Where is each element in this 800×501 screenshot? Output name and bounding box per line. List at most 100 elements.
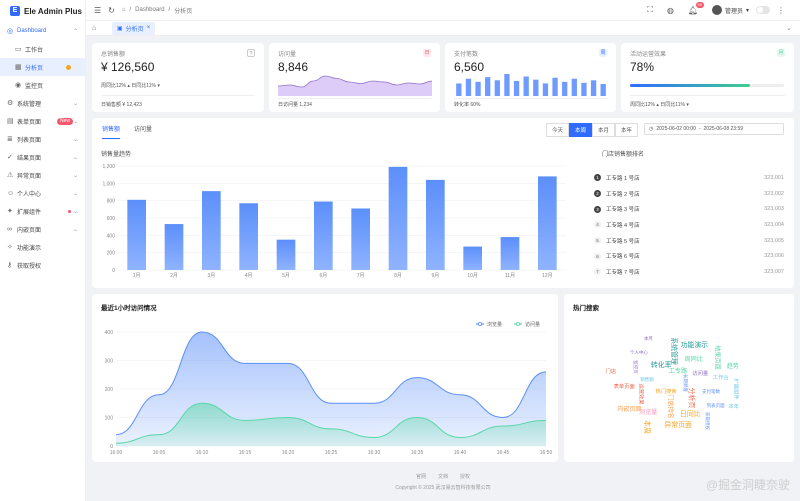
tab-label: 分析页	[125, 26, 144, 33]
sidebar-item-9[interactable]: ☺ 个人中心 ⌄	[0, 184, 85, 202]
sidebar-item-3[interactable]: ◉ 监控页	[0, 76, 85, 94]
cloud-word[interactable]: 分析页	[686, 387, 694, 409]
chevron-down-icon: ⌄	[72, 154, 78, 161]
sidebar-item-1[interactable]: ▭ 工作台	[0, 40, 85, 58]
analysis-icon: ▦	[15, 64, 22, 71]
bar-11月	[500, 237, 520, 270]
bell-icon[interactable]: 🔔︎ 99	[687, 1, 704, 15]
camera-icon: ◉	[15, 82, 22, 89]
sparkline-area	[278, 76, 432, 96]
stat-value: 6,560	[454, 60, 485, 74]
sidebar-item-8[interactable]: ⚠ 异常页面 ⌄	[0, 166, 85, 184]
chevron-down-icon: ⌄	[72, 208, 78, 215]
cloud-word[interactable]: 工作台	[712, 375, 729, 382]
cloud-word[interactable]: 门店	[605, 368, 617, 375]
range-button[interactable]: 本月	[591, 123, 615, 137]
sidebar-item-10[interactable]: ✦ 扩展组件 ⌄	[0, 202, 85, 220]
close-icon[interactable]: ×	[146, 25, 151, 31]
x-tick-label: 16:45	[497, 450, 510, 456]
cloud-word[interactable]: 内嵌页面	[617, 405, 642, 413]
cloud-word[interactable]: 列表页面	[706, 402, 725, 408]
cloud-word[interactable]: 监控页	[632, 360, 638, 375]
cloud-word[interactable]: 运营效果	[637, 383, 644, 405]
home-icon[interactable]: ⌂	[121, 7, 126, 13]
cloud-word[interactable]: 趋势	[726, 363, 739, 371]
cloud-word[interactable]: 本年	[728, 404, 740, 411]
stat-title: 支付笔数	[454, 52, 479, 58]
y-tick-label: 300	[105, 359, 114, 365]
cloud-word[interactable]: 工专路	[668, 368, 688, 376]
cloud-word[interactable]: 访问量	[692, 370, 709, 377]
cloud-word[interactable]: 功能演示	[680, 341, 709, 349]
spark-bar	[485, 77, 491, 96]
cloud-word[interactable]: 支付笔数	[701, 388, 720, 394]
store-name: 工专路 3 号店	[606, 207, 640, 214]
cloud-word[interactable]: 本周	[643, 420, 651, 435]
range-button[interactable]: 今天	[545, 123, 569, 137]
cloud-word[interactable]: 扩展组件	[732, 378, 739, 401]
store-name: 工专路 1 号店	[606, 175, 640, 182]
avatar	[711, 5, 722, 15]
monitor-icon: ▭	[15, 46, 22, 53]
breadcrumb-dashboard[interactable]: Dashboard	[135, 7, 165, 13]
cloud-word[interactable]: 系统管理	[669, 337, 677, 365]
cloud-word[interactable]: 表单页面	[613, 383, 635, 390]
chevron-down-icon: ⌄	[72, 136, 78, 143]
cloud-word[interactable]: 浏览量	[639, 409, 658, 417]
sidebar-item-5[interactable]: ▤ 表单页面 New ⌄	[0, 112, 85, 130]
refresh-icon[interactable]: ↻	[108, 5, 115, 15]
x-tick-label: 12月	[542, 273, 553, 279]
footer-link-license[interactable]: 授权	[460, 474, 471, 480]
range-button[interactable]: 本周	[568, 123, 592, 137]
cloud-word[interactable]: 日同比	[679, 411, 701, 419]
cloud-word[interactable]: 获取授权	[705, 411, 711, 430]
tab-analysis[interactable]: ▣ 分析页 ×	[112, 21, 156, 35]
cloud-word[interactable]: 周同比	[684, 356, 703, 364]
help-icon[interactable]: ?	[247, 49, 255, 57]
user-menu[interactable]: 管理员 ▾	[711, 5, 749, 15]
date-range-picker[interactable]: ◷ 2025-06-02 00:00 - 2025-06-08 23:59	[644, 123, 784, 135]
sidebar-item-11[interactable]: ∞ 内嵌页面 ⌄	[0, 220, 85, 238]
cloud-word[interactable]: 结果页面	[713, 345, 721, 371]
home-tab-icon[interactable]: ⌂	[92, 24, 97, 32]
language-icon[interactable]: ◍	[666, 5, 674, 15]
list-icon: ≣	[7, 136, 13, 143]
store-value: 323,004	[764, 221, 784, 228]
legend-label: 访问量	[525, 321, 540, 328]
cloud-word[interactable]: 热门搜索	[655, 389, 677, 396]
theme-toggle[interactable]	[756, 6, 770, 14]
sidebar-item-7[interactable]: ✓ 结果页面 ⌄	[0, 148, 85, 166]
chevron-down-icon[interactable]: ⌄	[786, 25, 792, 32]
spark-bar	[581, 82, 587, 96]
cloud-word[interactable]: 本月	[643, 335, 653, 341]
footer-link-site[interactable]: 官网	[415, 474, 426, 480]
cloud-word[interactable]: 异常页面	[664, 421, 692, 429]
rank-number: 6	[594, 252, 601, 260]
tab-sales[interactable]: 销售额	[102, 124, 121, 139]
stat-foot: 周同比12% ▴ 日同比11% ▾	[630, 102, 689, 108]
stat-foot: 日销售额 ¥ 12,423	[101, 102, 142, 108]
fullscreen-icon[interactable]: ⛶	[647, 5, 653, 14]
cloud-word[interactable]: 销售额	[640, 376, 654, 382]
app-logo[interactable]: E Ele Admin Plus	[0, 0, 85, 22]
more-icon[interactable]: ⋮	[777, 5, 785, 15]
date-end: 2025-06-08 23:59	[703, 126, 744, 132]
status-dot	[68, 209, 71, 213]
cloud-word[interactable]: 门店排名	[666, 393, 674, 419]
spark-bar	[600, 84, 606, 96]
sidebar-item-4[interactable]: ⚙ 系统管理 ⌄	[0, 94, 85, 112]
sidebar-item-6[interactable]: ≣ 列表页面 ⌄	[0, 130, 85, 148]
sidebar-item-12[interactable]: ✧ 功能演示	[0, 238, 85, 256]
footer-link-docs[interactable]: 文档	[437, 474, 448, 480]
list-item: 6 工专路 6 号店 323,006	[594, 248, 784, 264]
tab-visits[interactable]: 访问量	[134, 127, 153, 133]
sidebar-item-2[interactable]: ▦ 分析页	[0, 58, 85, 76]
range-button[interactable]: 本年	[614, 123, 638, 137]
collapse-menu-icon[interactable]: ☰	[94, 5, 102, 15]
cloud-word[interactable]: 转化率	[650, 361, 672, 369]
top-bar: ☰ ↻ ⌂ / Dashboard / 分析页 ⛶ ◍ 🔔︎ 99 管理员 ▾ ⋮	[86, 0, 800, 21]
sidebar-item-13[interactable]: ⚷ 获取授权	[0, 256, 85, 274]
sidebar-item-0[interactable]: ◎ Dashboard ⌃	[0, 22, 85, 40]
cloud-word[interactable]: 个人中心	[629, 349, 648, 355]
new-badge: New	[56, 117, 73, 125]
